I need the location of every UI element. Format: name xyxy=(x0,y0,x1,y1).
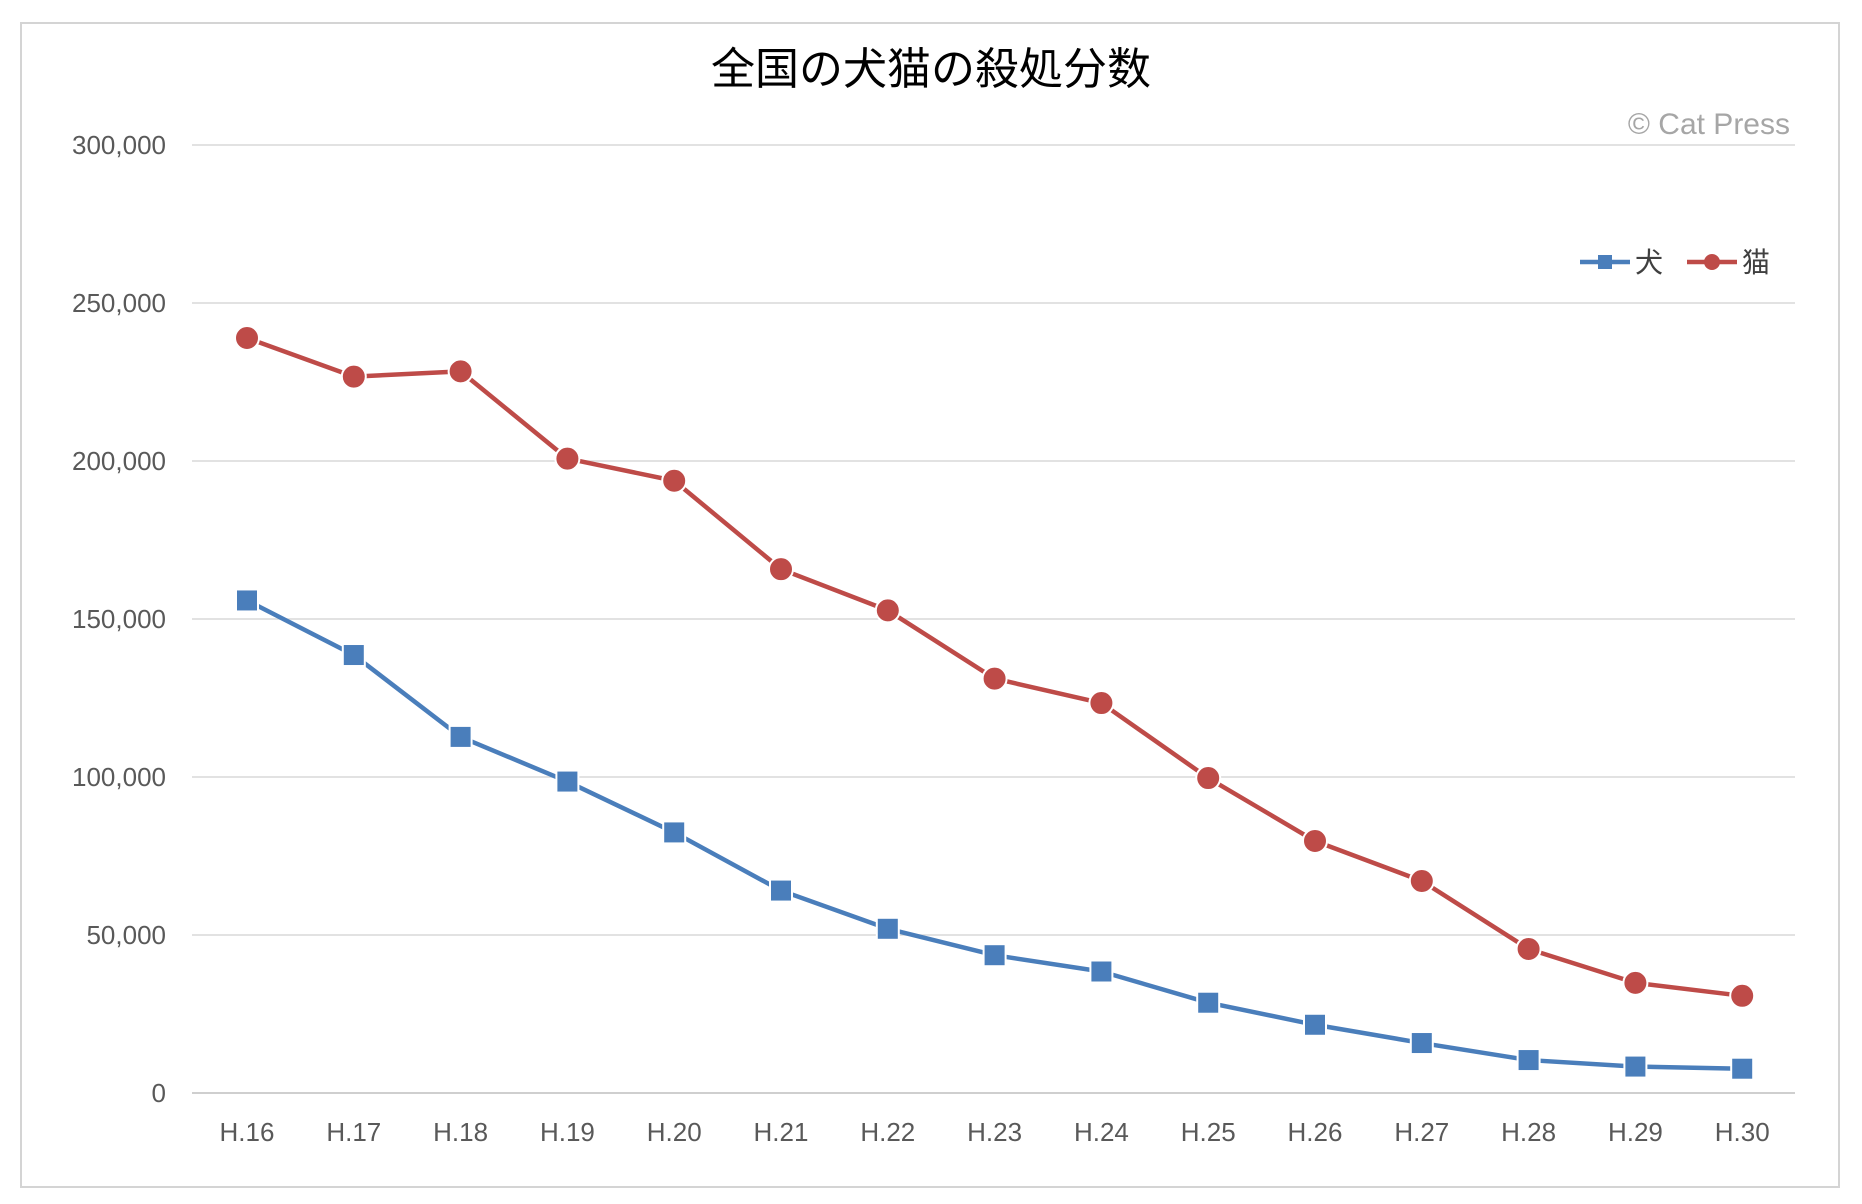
legend-label: 犬 xyxy=(1635,246,1663,279)
data-point xyxy=(1516,1048,1541,1073)
data-point xyxy=(1303,1012,1327,1037)
legend-item: 犬 xyxy=(1580,246,1663,279)
data-point xyxy=(1195,765,1222,792)
y-tick-label: 300,000 xyxy=(72,130,166,160)
y-tick-label: 0 xyxy=(152,1078,166,1108)
data-point xyxy=(1623,1054,1648,1079)
data-point xyxy=(1089,959,1114,984)
data-point xyxy=(554,445,581,472)
data-point xyxy=(341,643,366,668)
x-tick-label: H.30 xyxy=(1715,1117,1770,1147)
data-point xyxy=(1729,982,1756,1009)
data-point xyxy=(875,916,900,941)
data-point xyxy=(1408,867,1435,894)
data-point xyxy=(1196,990,1221,1015)
data-point xyxy=(555,769,580,794)
x-tick-label: H.25 xyxy=(1181,1117,1236,1147)
data-point xyxy=(447,358,474,385)
x-tick-label: H.28 xyxy=(1501,1117,1556,1147)
data-point xyxy=(769,878,793,903)
data-point xyxy=(768,556,794,583)
x-tick-label: H.26 xyxy=(1288,1117,1343,1147)
chart-title: 全国の犬猫の殺処分数 xyxy=(711,44,1151,95)
x-tick-label: H.16 xyxy=(220,1117,275,1147)
legend: 犬猫 xyxy=(1580,246,1770,279)
data-point xyxy=(234,324,260,351)
data-point xyxy=(340,363,367,390)
x-tick-label: H.19 xyxy=(540,1117,595,1147)
series-layer xyxy=(234,324,1756,1081)
chart-frame xyxy=(20,22,1840,1188)
y-tick-label: 100,000 xyxy=(72,762,166,792)
data-point xyxy=(662,820,687,845)
y-tick-label: 150,000 xyxy=(72,604,166,634)
x-tick-label: H.22 xyxy=(860,1117,915,1147)
legend-marker xyxy=(1704,254,1720,270)
y-tick-label: 200,000 xyxy=(72,446,166,476)
x-tick-label: H.23 xyxy=(967,1117,1022,1147)
data-point xyxy=(981,665,1008,692)
x-tick-label: H.24 xyxy=(1074,1117,1129,1147)
data-point xyxy=(1302,828,1328,855)
legend-item: 猫 xyxy=(1687,246,1770,279)
data-point xyxy=(874,597,901,624)
data-point xyxy=(1088,690,1115,717)
legend-marker xyxy=(1598,255,1612,269)
x-tick-label: H.20 xyxy=(647,1117,702,1147)
series-circle xyxy=(234,324,1756,1009)
legend-label: 猫 xyxy=(1742,246,1770,279)
x-tick-label: H.27 xyxy=(1394,1117,1449,1147)
watermark: © Cat Press xyxy=(1628,108,1790,141)
data-point xyxy=(235,588,259,613)
data-point xyxy=(1409,1031,1434,1056)
x-tick-label: H.17 xyxy=(326,1117,381,1147)
data-point xyxy=(982,943,1007,968)
x-tick-label: H.21 xyxy=(754,1117,809,1147)
data-point xyxy=(448,724,473,749)
y-axis-ticks: 0 50,000 100,000 150,000 200,000 250,000 300,0… xyxy=(72,130,166,1108)
x-tick-label: H.29 xyxy=(1608,1117,1663,1147)
x-axis-ticks: H.16 H.17 H.18 H.19 H.20 H.21 H.22 H.23 H.24 H.25… xyxy=(220,1117,1770,1147)
x-tick-label: H.18 xyxy=(433,1117,488,1147)
y-tick-label: 50,000 xyxy=(86,920,166,950)
y-tick-label: 250,000 xyxy=(72,288,166,318)
series-square xyxy=(235,588,1755,1081)
data-point xyxy=(661,467,688,494)
data-point xyxy=(1515,935,1542,962)
data-point xyxy=(1622,969,1649,996)
data-point xyxy=(1730,1056,1755,1081)
gridlines xyxy=(192,144,1795,1094)
